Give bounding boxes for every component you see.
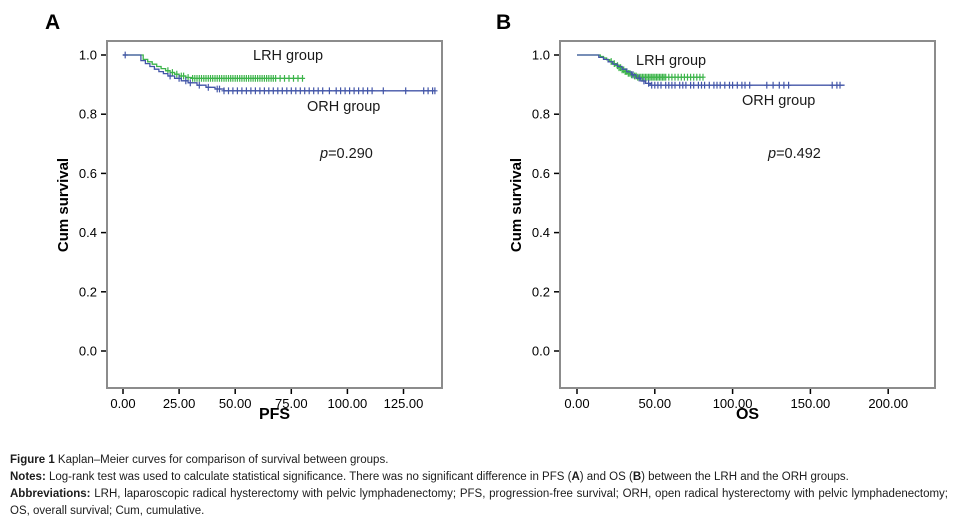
y-tick-label: 1.0 — [79, 48, 97, 63]
orh-group-label-b: ORH group — [742, 93, 816, 109]
p-text-b: =0.492 — [776, 146, 821, 162]
y-tick-label: 0.2 — [532, 284, 550, 299]
notes-bold-a: A — [571, 471, 580, 483]
y-tick-label: 0.6 — [532, 166, 550, 181]
notes-text-1: Log-rank test was used to calculate stat… — [45, 471, 572, 483]
plot-frame-B — [559, 40, 936, 389]
panel-a-letter: A — [45, 11, 61, 34]
p-symbol-b: p — [768, 146, 777, 162]
plot-frame-A — [106, 40, 443, 389]
x-tick-label: 125.00 — [384, 396, 424, 411]
caption-notes-line: Notes: Log-rank test was used to calcula… — [10, 469, 948, 486]
x-tick-label: 0.00 — [564, 396, 589, 411]
notes-text-2: ) and OS ( — [579, 471, 633, 483]
y-tick-label: 1.0 — [532, 48, 550, 63]
figure-caption: Figure 1 Kaplan–Meier curves for compari… — [10, 452, 948, 520]
kaplan-meier-plots-svg: 0.00 25.00 50.00 75.00 100.00 125.00 1.0 0.8 0.6… — [79, 40, 936, 411]
abbreviations-text: LRH, laparoscopic radical hysterectomy w… — [10, 488, 948, 517]
y-tick-label: 0.8 — [532, 107, 550, 122]
x-tick-label: 100.00 — [328, 396, 368, 411]
censor-marks-A-0 — [165, 67, 306, 82]
lrh-group-label-b: LRH group — [636, 53, 707, 69]
y-axis-title-b: Cum survival — [508, 157, 525, 253]
p-symbol-a: p — [320, 146, 329, 162]
y-tick-label: 0.4 — [79, 225, 97, 240]
y-tick-label: 0.2 — [79, 284, 97, 299]
x-tick-label: 50.00 — [639, 396, 672, 411]
p-text-a: =0.290 — [328, 146, 373, 162]
x-tick-label: 50.00 — [219, 396, 252, 411]
x-axis-title-b: OS — [735, 406, 760, 423]
x-tick-label: 75.00 — [275, 396, 308, 411]
y-tick-label: 0.8 — [79, 107, 97, 122]
x-tick-label: 150.00 — [791, 396, 831, 411]
y-tick-label: 0.0 — [79, 344, 97, 359]
p-value-a: p=0.290 — [320, 146, 373, 162]
caption-title-line: Figure 1 Kaplan–Meier curves for compari… — [10, 452, 948, 469]
x-axis-title-a: PFS — [258, 406, 291, 423]
figure-number-label: Figure 1 — [10, 454, 55, 466]
y-tick-label: 0.4 — [532, 225, 550, 240]
x-tick-label: 100.00 — [713, 396, 753, 411]
lrh-group-label-a: LRH group — [253, 48, 324, 64]
y-tick-label: 0.0 — [532, 344, 550, 359]
orh-group-label-a: ORH group — [307, 99, 381, 115]
y-tick-label: 0.6 — [79, 166, 97, 181]
figure-title-text: Kaplan–Meier curves for comparison of su… — [54, 454, 389, 466]
x-tick-label: 0.00 — [110, 396, 135, 411]
p-value-b: p=0.492 — [768, 146, 821, 162]
censor-marks-B-1 — [630, 71, 843, 89]
notes-bold-b: B — [632, 471, 642, 483]
notes-label: Notes: — [10, 471, 46, 483]
caption-abbreviations-line: Abbreviations: LRH, laparoscopic radical… — [10, 486, 948, 520]
notes-text-3: ) between the LRH and the ORH groups. — [641, 471, 849, 483]
x-tick-label: 200.00 — [868, 396, 908, 411]
panel-b-letter: B — [496, 11, 512, 34]
abbreviations-label: Abbreviations: — [10, 488, 91, 500]
x-tick-label: 25.00 — [163, 396, 196, 411]
censor-marks-A-1 — [122, 51, 438, 95]
y-axis-title-a: Cum survival — [55, 157, 72, 253]
